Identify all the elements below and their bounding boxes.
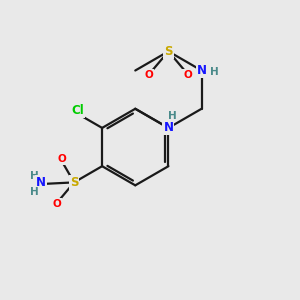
Text: S: S (70, 176, 78, 189)
Text: N: N (36, 176, 46, 189)
Text: N: N (164, 122, 173, 134)
Text: O: O (145, 70, 154, 80)
Text: O: O (57, 154, 66, 164)
Text: N: N (196, 64, 207, 77)
Text: O: O (52, 199, 61, 209)
Text: H: H (30, 187, 39, 197)
Text: O: O (183, 70, 192, 80)
Text: S: S (164, 45, 173, 58)
Text: H: H (30, 171, 39, 181)
Text: Cl: Cl (72, 104, 85, 117)
Text: H: H (168, 110, 176, 121)
Text: H: H (210, 67, 218, 77)
